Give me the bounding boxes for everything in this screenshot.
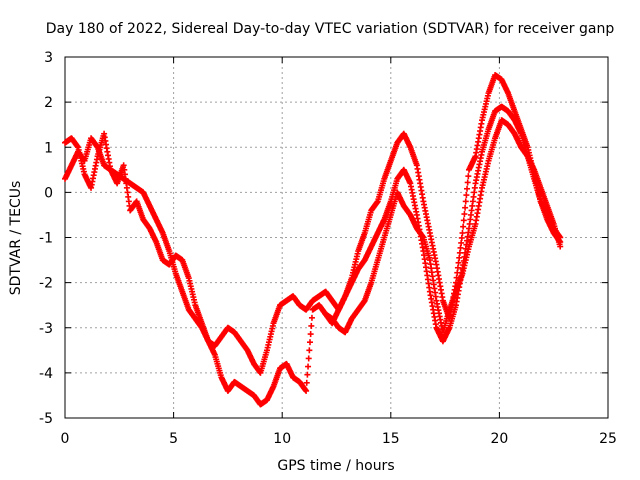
data-point [307, 331, 314, 338]
x-tick-label: 20 [490, 431, 508, 447]
y-tick-label: 3 [44, 50, 53, 66]
y-tick-label: 0 [44, 185, 53, 201]
data-points [62, 72, 564, 408]
x-tick-label: 10 [273, 431, 291, 447]
data-point [307, 339, 314, 346]
x-tick-label: 5 [169, 431, 178, 447]
data-point [304, 371, 311, 378]
grid-lines [65, 57, 608, 418]
x-tick-label: 25 [599, 431, 617, 447]
axis-ticks [64, 56, 609, 419]
data-point [305, 363, 312, 370]
y-tick-label: -1 [39, 231, 53, 247]
y-tick-labels: -5 -4 -3 -2 -1 0 1 2 3 [39, 50, 53, 427]
y-tick-label: -5 [39, 411, 53, 427]
y-tick-label: 2 [44, 95, 53, 111]
data-point [308, 322, 315, 329]
data-point [305, 355, 312, 362]
y-tick-label: 1 [44, 140, 53, 156]
x-tick-label: 0 [61, 431, 70, 447]
data-point [308, 314, 315, 321]
data-point [303, 387, 310, 394]
x-tick-label: 15 [382, 431, 400, 447]
x-tick-labels: 0 5 10 15 20 25 [61, 431, 617, 447]
y-tick-label: -2 [39, 276, 53, 292]
y-tick-label: -3 [39, 321, 53, 337]
chart-title: Day 180 of 2022, Sidereal Day-to-day VTE… [46, 21, 615, 37]
y-tick-label: -4 [39, 366, 53, 382]
data-point [303, 379, 310, 386]
data-point [306, 347, 313, 354]
